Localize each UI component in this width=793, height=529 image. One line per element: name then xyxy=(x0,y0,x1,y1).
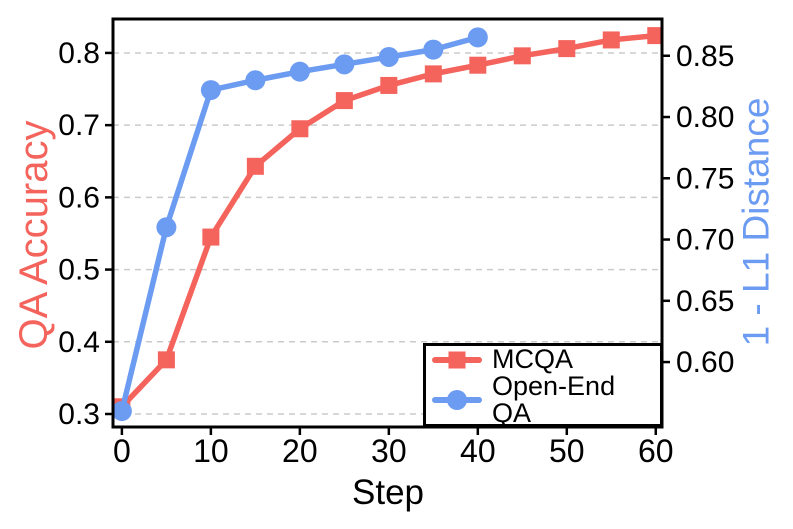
right-tick-label: 0.65 xyxy=(676,285,734,318)
left-tick-label: 0.7 xyxy=(58,109,100,142)
right-tick-label: 0.70 xyxy=(676,224,734,257)
mcqa-legend-swatch xyxy=(432,349,482,371)
bottom-tick-label: 40 xyxy=(460,433,496,469)
legend-item-open-end-qa: Open-End QA xyxy=(432,373,660,427)
right-tick-label: 0.60 xyxy=(676,346,734,379)
legend-label-mcqa: MCQA xyxy=(492,344,573,374)
right-tick-label: 0.85 xyxy=(676,40,734,73)
square-data-point xyxy=(469,56,487,74)
circle-data-point xyxy=(289,61,310,82)
square-data-point xyxy=(602,31,620,49)
square-data-point xyxy=(380,76,398,94)
circle-data-point xyxy=(423,39,444,60)
circle-data-point xyxy=(156,217,177,238)
bottom-tick-label: 60 xyxy=(638,433,674,469)
axes-frame xyxy=(111,17,664,429)
square-data-point xyxy=(513,47,531,65)
square-data-point xyxy=(647,27,662,45)
bottom-tick-label: 30 xyxy=(371,433,407,469)
bottom-tick-label: 10 xyxy=(193,433,229,469)
square-data-point xyxy=(157,351,175,369)
bottom-tick-label: 0 xyxy=(113,433,131,469)
left-tick-label: 0.3 xyxy=(58,398,100,431)
left-tick-label: 0.4 xyxy=(58,326,100,359)
left-tick-label: 0.6 xyxy=(58,181,100,214)
bottom-tick-label: 20 xyxy=(282,433,318,469)
square-data-point xyxy=(558,40,576,58)
right-tick-label: 0.80 xyxy=(676,101,734,134)
circle-data-point xyxy=(378,46,399,67)
circle-data-point xyxy=(113,401,132,422)
square-data-point xyxy=(202,228,220,246)
left-tick-label: 0.5 xyxy=(58,254,100,287)
square-data-point xyxy=(424,65,442,83)
circle-data-point xyxy=(467,27,488,48)
left-y-axis-title: QA Accuracy xyxy=(12,120,56,350)
legend-item-mcqa: MCQA xyxy=(432,346,660,373)
bottom-tick-label: 50 xyxy=(549,433,585,469)
square-data-point xyxy=(335,92,353,110)
circle-marker-icon xyxy=(447,390,467,410)
x-axis-title: Step xyxy=(352,473,424,512)
square-data-point xyxy=(291,120,309,138)
circle-data-point xyxy=(334,54,355,75)
legend: MCQA Open-End QA xyxy=(423,343,663,427)
series-group xyxy=(113,27,662,422)
circle-data-point xyxy=(245,70,266,91)
right-tick-label: 0.75 xyxy=(676,162,734,195)
left-tick-label: 0.8 xyxy=(58,37,100,70)
circle-data-point xyxy=(200,80,221,101)
square-marker-icon xyxy=(448,351,466,368)
right-y-axis-title: 1 - L1 Distance xyxy=(735,97,777,347)
square-data-point xyxy=(246,157,264,175)
legend-label-open-end-qa: Open-End QA xyxy=(492,371,616,428)
open-end-qa-legend-swatch xyxy=(432,389,482,411)
